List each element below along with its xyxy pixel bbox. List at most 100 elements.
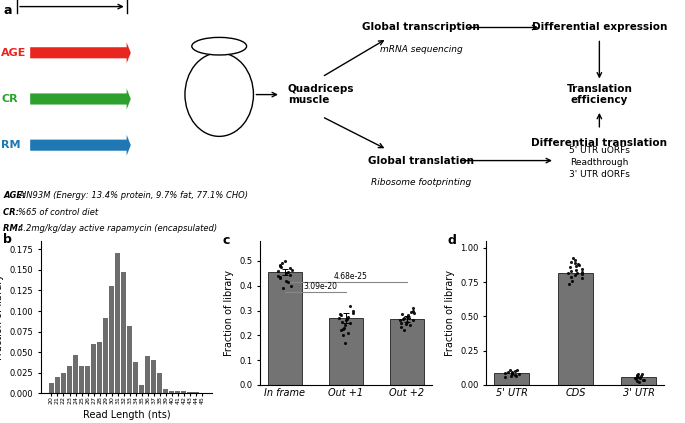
Point [566, 268, 577, 275]
Point [334, 315, 345, 321]
Y-axis label: Fraction of library: Fraction of library [224, 270, 234, 356]
Point [574, 262, 585, 269]
Point [500, 370, 511, 376]
Point [338, 326, 349, 332]
Bar [127, 326, 132, 393]
Point [399, 315, 410, 321]
Text: AGE:: AGE: [3, 191, 29, 201]
Point [275, 263, 286, 269]
Point [576, 265, 587, 272]
Point [577, 269, 588, 275]
Point [273, 267, 284, 274]
Point [577, 271, 588, 277]
Point [285, 271, 296, 278]
Text: CR: CR [1, 94, 18, 104]
Point [281, 277, 292, 284]
Bar [73, 355, 78, 393]
Point [511, 367, 522, 374]
Text: Global translation: Global translation [369, 156, 474, 165]
Bar [55, 377, 60, 393]
Point [571, 269, 582, 276]
Text: %65 of control diet: %65 of control diet [18, 208, 99, 217]
Point [396, 323, 407, 330]
Bar [61, 373, 66, 393]
Point [283, 279, 294, 286]
Point [637, 370, 648, 377]
Text: 4.2mg/kg/day active rapamycin (encapsulated): 4.2mg/kg/day active rapamycin (encapsula… [18, 224, 218, 233]
Point [342, 316, 353, 323]
Point [275, 264, 286, 271]
Bar [145, 356, 151, 393]
Point [336, 312, 347, 319]
Point [336, 319, 347, 325]
Point [345, 302, 356, 309]
Point [573, 261, 584, 268]
Bar [85, 366, 90, 393]
Point [505, 366, 516, 373]
Point [404, 315, 415, 322]
Text: c: c [223, 234, 230, 247]
Point [576, 275, 587, 281]
Text: Global transcription: Global transcription [362, 22, 480, 33]
Point [284, 265, 295, 272]
Point [563, 280, 574, 287]
Text: AGE: AGE [1, 48, 27, 58]
Point [571, 262, 582, 269]
Point [396, 319, 407, 326]
Point [345, 319, 356, 326]
Point [633, 374, 644, 380]
Point [342, 330, 353, 336]
Bar [158, 373, 162, 393]
Point [277, 260, 288, 267]
Text: 3.09e-20: 3.09e-20 [303, 282, 337, 291]
Point [347, 307, 358, 314]
Point [275, 275, 286, 282]
Point [500, 374, 511, 381]
Bar [133, 362, 138, 393]
Point [569, 272, 580, 279]
Point [334, 311, 345, 318]
Point [338, 332, 349, 339]
Point [631, 376, 642, 382]
Bar [558, 272, 593, 385]
Text: d: d [447, 234, 456, 247]
Point [401, 321, 412, 327]
Point [569, 260, 580, 266]
Point [507, 370, 518, 377]
Bar [97, 342, 102, 393]
Point [511, 373, 522, 380]
Point [281, 270, 292, 277]
Point [286, 283, 297, 289]
Point [631, 373, 642, 380]
X-axis label: Read Length (nts): Read Length (nts) [83, 410, 171, 420]
Point [632, 378, 643, 385]
Point [565, 258, 576, 265]
Point [408, 310, 419, 316]
Point [338, 324, 349, 331]
Point [402, 312, 413, 319]
Text: RM: RM [1, 140, 21, 150]
Text: Differential expression: Differential expression [532, 22, 667, 33]
Point [566, 277, 577, 284]
Point [634, 375, 645, 382]
Point [509, 368, 520, 374]
Point [342, 313, 353, 320]
Text: Quadriceps
muscle: Quadriceps muscle [288, 84, 354, 105]
Point [566, 273, 577, 280]
Point [506, 370, 517, 376]
Text: 4.68e-25: 4.68e-25 [334, 272, 368, 281]
Point [638, 377, 649, 384]
Point [506, 368, 517, 375]
Bar [91, 344, 96, 393]
Bar [103, 318, 108, 393]
Point [406, 308, 416, 315]
Point [408, 316, 419, 323]
Text: RM:: RM: [3, 224, 25, 233]
Point [282, 269, 293, 275]
Point [570, 257, 581, 264]
Text: AIN93M (Energy: 13.4% protein, 9.7% fat, 77.1% CHO): AIN93M (Energy: 13.4% protein, 9.7% fat,… [18, 191, 249, 201]
Bar [163, 389, 169, 393]
Text: a: a [3, 4, 12, 17]
Point [347, 310, 358, 316]
Bar [268, 272, 301, 385]
